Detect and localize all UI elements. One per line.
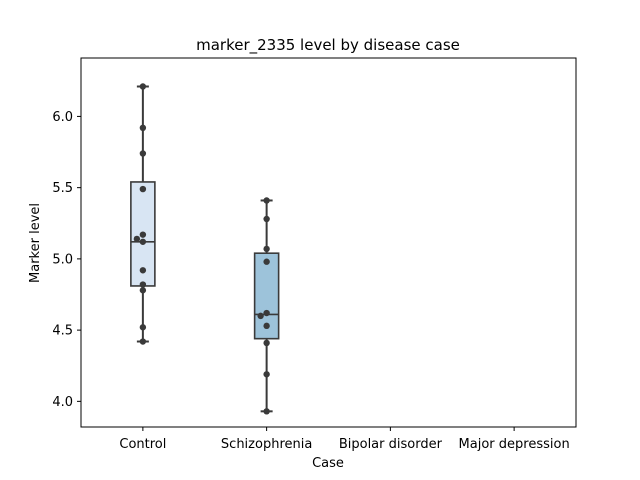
box-iqr — [253, 252, 280, 340]
data-point — [139, 124, 147, 132]
x-axis-label: Case — [312, 456, 344, 471]
x-axis: Control Schizophrenia Bipolar disorder Majo… — [119, 427, 570, 452]
data-point — [139, 185, 147, 193]
y-tick-label: 5.5 — [52, 181, 73, 196]
points-control — [133, 83, 147, 345]
x-tick-label: Control — [119, 437, 166, 452]
chart-title: marker_2335 level by disease case — [196, 36, 460, 55]
data-point — [139, 281, 147, 288]
x-tick-label: Schizophrenia — [221, 437, 312, 452]
data-point — [139, 324, 147, 331]
box-schizophrenia — [253, 199, 280, 413]
data-point — [263, 258, 270, 265]
y-axis-label: Marker level — [28, 203, 43, 283]
data-point — [263, 339, 270, 347]
data-point — [263, 371, 270, 378]
data-point — [139, 231, 147, 238]
data-point — [263, 197, 270, 204]
data-point — [257, 312, 264, 320]
x-tick-label: Bipolar disorder — [339, 437, 443, 452]
data-point — [263, 322, 270, 330]
plot-area — [130, 83, 280, 415]
y-axis: 4.0 4.5 5.0 5.5 6.0 — [52, 110, 81, 410]
data-point — [139, 287, 147, 294]
points-schizophrenia — [257, 197, 270, 415]
data-point — [263, 408, 270, 415]
data-point — [139, 238, 147, 245]
x-tick-label: Major depression — [459, 437, 570, 452]
data-point — [263, 215, 270, 223]
data-point — [139, 83, 147, 90]
y-tick-label: 6.0 — [52, 110, 73, 125]
data-point — [263, 309, 270, 317]
y-tick-label: 4.5 — [52, 324, 73, 339]
y-tick-label: 5.0 — [52, 252, 73, 267]
plot-frame — [80, 57, 577, 428]
data-point — [139, 267, 147, 274]
data-point — [263, 245, 270, 253]
data-point — [139, 150, 147, 157]
data-point — [139, 338, 147, 345]
data-point — [133, 235, 141, 243]
y-tick-label: 4.0 — [52, 395, 73, 410]
